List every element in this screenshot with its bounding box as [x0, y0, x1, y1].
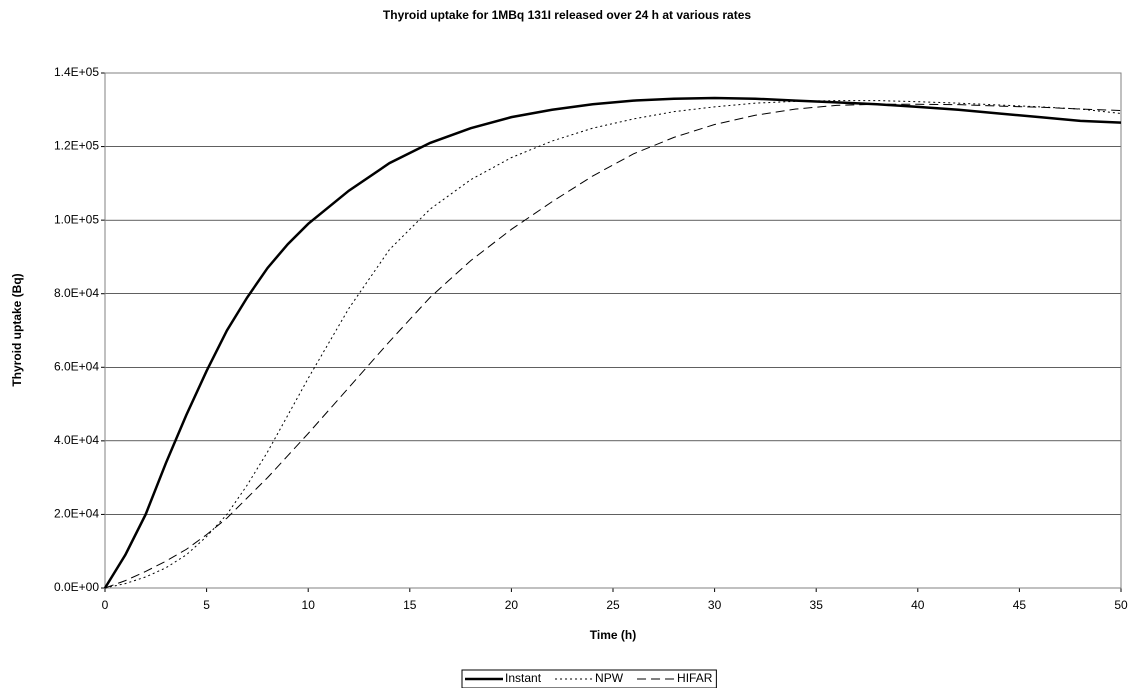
y-tick-label: 4.0E+04	[54, 433, 99, 447]
x-tick-label: 40	[911, 598, 925, 612]
y-tick-label: 0.0E+00	[54, 580, 99, 594]
legend-box	[461, 669, 717, 688]
x-tick-label: 15	[403, 598, 417, 612]
y-tick-label: 8.0E+04	[54, 286, 99, 300]
x-tick-label: 5	[203, 598, 210, 612]
series-line	[104, 103, 1122, 589]
y-tick-label: 1.0E+05	[54, 212, 99, 226]
x-tick-label: 45	[1013, 598, 1027, 612]
y-tick-label: 1.2E+05	[54, 139, 99, 153]
series-line	[104, 100, 1122, 589]
x-tick-label: 10	[302, 598, 316, 612]
x-tick-label: 25	[606, 598, 620, 612]
legend-label: NPW	[595, 671, 624, 685]
y-tick-label: 1.4E+05	[54, 65, 99, 79]
plot-frame	[104, 72, 1122, 589]
x-tick-label: 20	[505, 598, 519, 612]
series-line	[103, 96, 1122, 589]
chart-title: Thyroid uptake for 1MBq 131I released ov…	[383, 8, 751, 22]
x-tick-label: 30	[708, 598, 722, 612]
x-tick-label: 50	[1114, 598, 1128, 612]
y-tick-label: 6.0E+04	[54, 359, 99, 373]
y-tick-label: 2.0E+04	[54, 507, 99, 521]
legend-label: Instant	[505, 671, 542, 685]
x-axis-label: Time (h)	[590, 628, 636, 642]
legend-label: HIFAR	[677, 671, 713, 685]
y-axis-label: Thyroid uptake (Bq)	[10, 273, 24, 386]
x-tick-label: 0	[102, 598, 109, 612]
x-tick-label: 35	[810, 598, 824, 612]
